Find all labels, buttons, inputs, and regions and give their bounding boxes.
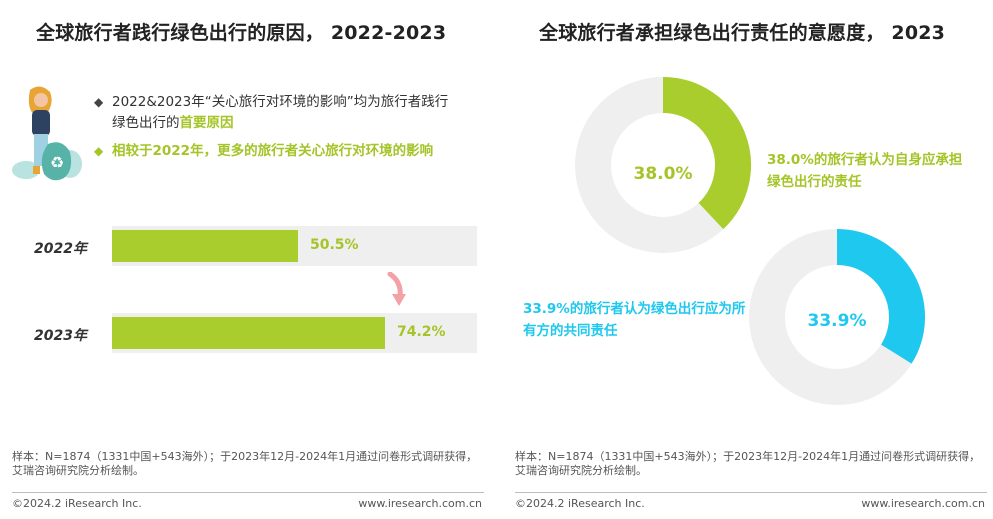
website: www.iresearch.com.cn: [358, 497, 482, 510]
donut-desc-shared: 33.9%的旅行者认为绿色出行应为所有方的共同责任: [523, 301, 746, 339]
donut-slice-1: [836, 229, 925, 364]
bar-2022: [112, 230, 298, 262]
footer-divider: [12, 492, 484, 493]
bar-2023: [112, 317, 385, 349]
left-panel: 全球旅行者践行绿色出行的原因， 2022-2023 ♻ ◆ 2022&2023年…: [0, 0, 490, 519]
bullet2-text: 相较于2022年，更多的旅行者关心旅行对环境的影响: [112, 143, 434, 159]
bullet1-text: 2022&2023年“关心旅行对环境的影响”均为旅行者践行绿色出行的: [112, 94, 449, 131]
arrow-down-icon: [387, 272, 406, 306]
donut-desc-self: 38.0%的旅行者认为自身应承担绿色出行的责任: [767, 152, 963, 190]
bullet1-highlight: 首要原因: [179, 115, 234, 131]
bar-track-2022: 50.5%: [112, 226, 477, 266]
bar-value-2022: 50.5%: [310, 237, 359, 253]
svg-text:♻: ♻: [50, 153, 64, 172]
right-panel: 全球旅行者承担绿色出行责任的意愿度， 2023 38.0% 38.0%的旅行者认…: [503, 0, 993, 519]
diamond-icon: ◆: [94, 144, 104, 158]
donut-slice-0: [662, 77, 751, 230]
donut-center-label-self: 38.0%: [633, 164, 693, 184]
donut-chart-shared-responsibility: [749, 229, 925, 405]
sample-note: 样本：N=1874（1331中国+543海外）；于2023年12月-2024年1…: [515, 450, 981, 477]
diamond-icon: ◆: [94, 95, 104, 109]
website: www.iresearch.com.cn: [861, 497, 985, 510]
copyright: ©2024.2 iResearch Inc.: [12, 497, 142, 510]
year-label-2022: 2022年: [34, 241, 87, 257]
year-label-2023: 2023年: [34, 328, 87, 344]
bar-value-2023: 74.2%: [397, 324, 446, 340]
bar-track-2023: 74.2%: [112, 313, 477, 353]
bullet-reason-compare: ◆ 相较于2022年，更多的旅行者关心旅行对环境的影响: [94, 141, 457, 162]
right-title: 全球旅行者承担绿色出行责任的意愿度， 2023: [539, 22, 946, 44]
footer-divider: [515, 492, 987, 493]
copyright: ©2024.2 iResearch Inc.: [515, 497, 645, 510]
bullet-reason-top: ◆ 2022&2023年“关心旅行对环境的影响”均为旅行者践行绿色出行的首要原因: [94, 92, 457, 134]
donut-center-label-shared: 33.9%: [807, 311, 867, 331]
sample-note: 样本：N=1874（1331中国+543海外）；于2023年12月-2024年1…: [12, 450, 478, 477]
left-title: 全球旅行者践行绿色出行的原因， 2022-2023: [36, 22, 447, 44]
donut-chart-self-responsibility: [575, 77, 751, 253]
traveler-illustration: ♻: [12, 86, 82, 181]
